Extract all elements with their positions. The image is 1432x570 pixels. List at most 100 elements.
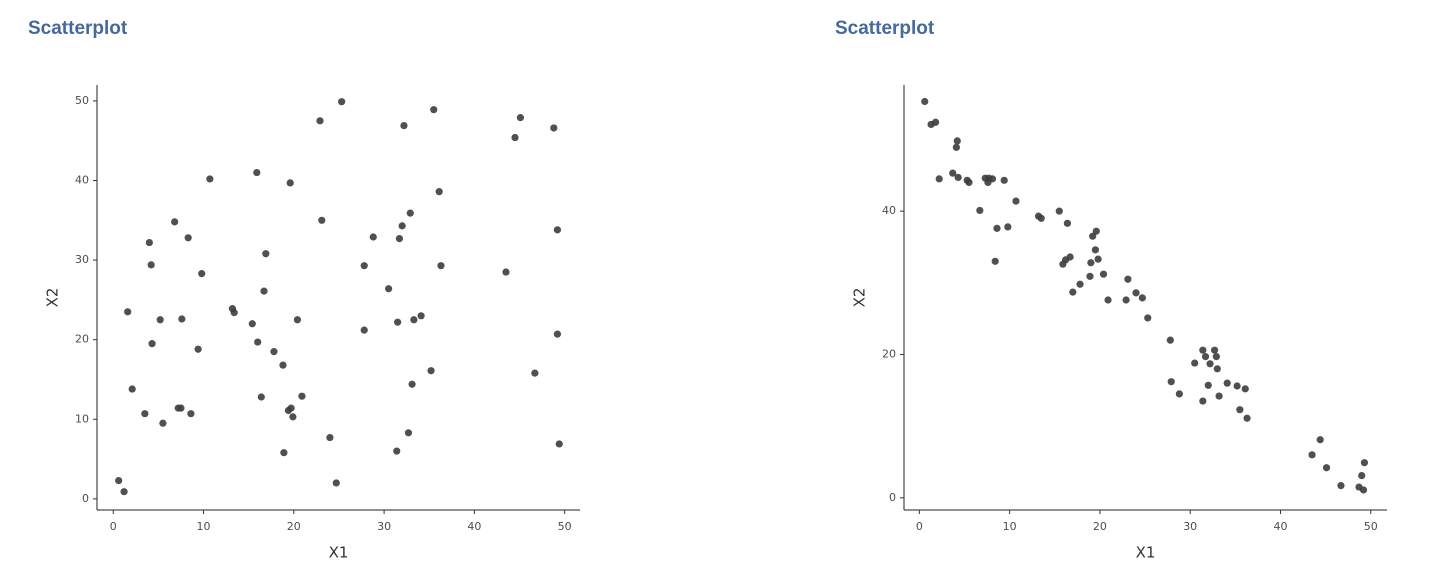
point [953,137,961,145]
point [406,209,414,217]
y-tick-label: 10 [75,412,89,425]
point [326,433,334,442]
point [1241,385,1249,393]
point [147,261,155,269]
point [1132,289,1140,297]
point [1091,246,1099,254]
point [553,226,562,234]
point [1215,392,1223,400]
point [516,114,525,122]
point [1236,406,1244,414]
point [159,419,167,427]
point [952,143,960,151]
point [287,404,295,412]
point [293,316,302,324]
y-axis-label: X2 [851,288,869,308]
point [1212,353,1220,361]
point [145,238,153,247]
y-axis-label: X2 [44,288,62,308]
point [1069,288,1077,296]
point [1063,219,1072,227]
point [437,262,445,270]
point [393,447,401,455]
point [1204,381,1212,389]
x-tick-label: 30 [377,520,391,533]
panel-title: Scatterplot [835,18,935,39]
point [128,385,136,393]
point [427,367,435,375]
point [1092,227,1100,235]
point [1004,223,1012,231]
point [1094,255,1102,263]
point [395,235,404,243]
x-tick-label: 30 [1183,520,1197,533]
point [1359,486,1368,494]
point [555,440,563,448]
point [248,320,256,328]
x-tick-label: 40 [1273,520,1287,533]
point [148,340,156,348]
point [1166,336,1174,344]
point [1076,280,1084,288]
point [511,133,519,142]
point [286,179,294,187]
point [279,361,287,369]
point [115,476,123,485]
point [935,175,943,183]
point [1243,414,1251,422]
point [1175,390,1183,398]
point [1138,294,1146,302]
point [1055,207,1063,215]
point [120,488,128,496]
y-tick-label: 40 [75,174,89,187]
point [954,173,962,182]
x-tick-label: 20 [287,520,301,533]
point [400,121,408,130]
point [417,312,425,320]
point [1191,359,1199,367]
point [177,404,185,412]
point [921,97,929,106]
panel-title: Scatterplot [28,18,128,39]
point [141,410,149,418]
x-axis-label: X1 [1136,544,1156,562]
point [254,338,262,346]
point [194,345,202,353]
point [369,233,377,241]
point [993,224,1001,232]
point [298,392,306,400]
point [1308,451,1316,459]
x-tick-label: 0 [110,520,117,533]
point [1144,314,1152,322]
point [262,250,270,258]
point [360,262,368,270]
x-tick-label: 20 [1093,520,1107,533]
point [253,168,261,177]
point [1000,176,1008,184]
point [332,479,340,487]
point [171,218,179,226]
point [394,318,402,326]
point [976,206,984,215]
point [1104,296,1112,304]
point [1201,353,1210,361]
point [270,348,278,356]
point [187,410,195,418]
y-tick-label: 50 [75,94,89,107]
point [1199,346,1207,354]
point [1124,275,1132,283]
point [257,393,265,401]
point [184,234,192,242]
point [385,285,393,293]
point [1316,436,1324,444]
point [1066,253,1074,261]
x-tick-label: 10 [1003,520,1017,533]
x-tick-label: 10 [197,520,211,533]
point [988,175,997,183]
point [410,316,418,324]
point [178,315,186,323]
point [1199,397,1207,405]
point [435,188,443,196]
